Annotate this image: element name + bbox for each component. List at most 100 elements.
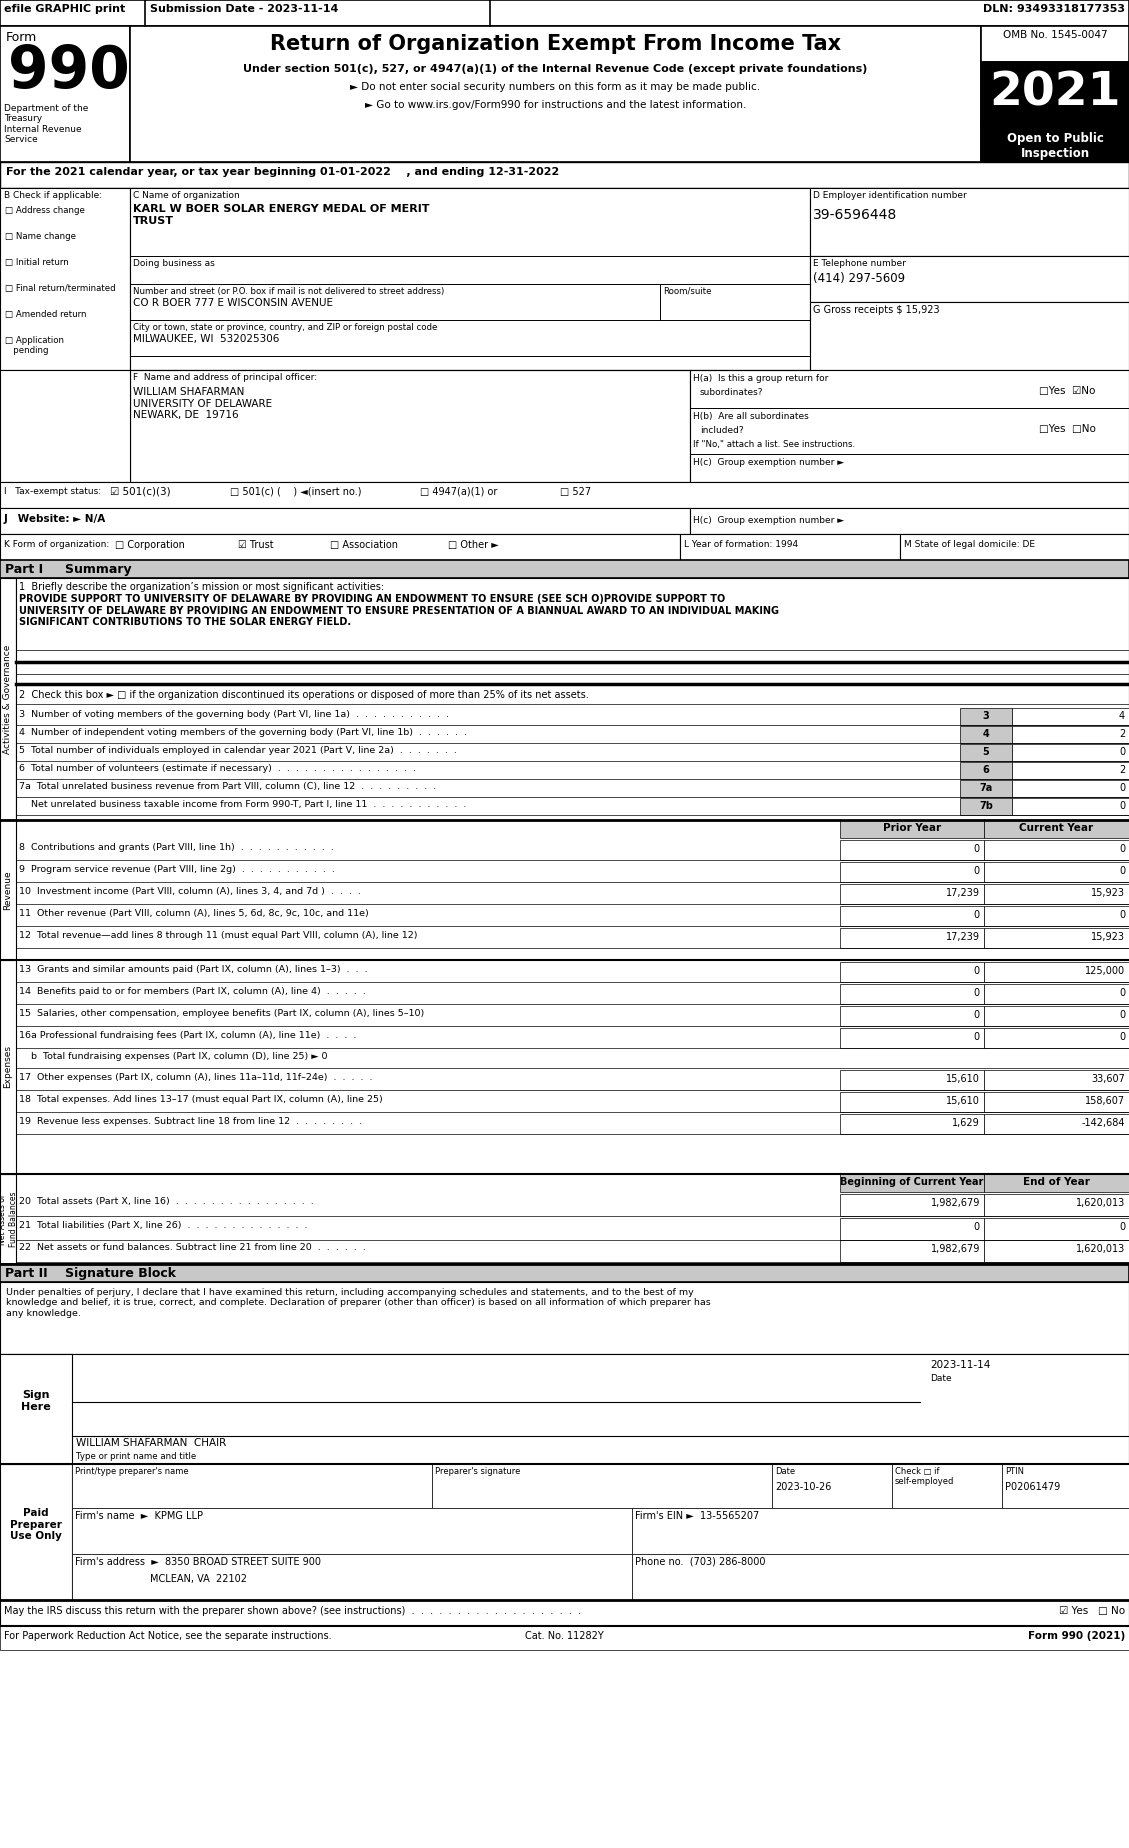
Bar: [809, 188, 1129, 257]
Text: C Name of organization: C Name of organization: [133, 190, 239, 200]
Text: 11  Other revenue (Part VIII, column (A), lines 5, 6d, 8c, 9c, 10c, and 11e): 11 Other revenue (Part VIII, column (A),…: [19, 909, 369, 918]
Text: H(c)  Group exemption number ►: H(c) Group exemption number ►: [693, 458, 844, 468]
Text: 0: 0: [974, 989, 980, 998]
Text: ☑ 501(c)(3): ☑ 501(c)(3): [110, 488, 170, 497]
Text: 0: 0: [974, 909, 980, 920]
Text: 10  Investment income (Part VIII, column (A), lines 3, 4, and 7d )  .  .  .  .: 10 Investment income (Part VIII, column …: [19, 887, 361, 896]
Bar: [0, 534, 680, 560]
Text: P02061479: P02061479: [1005, 1482, 1060, 1491]
Text: 17  Other expenses (Part IX, column (A), lines 11a–11d, 11f–24e)  .  .  .  .  .: 17 Other expenses (Part IX, column (A), …: [19, 1074, 373, 1081]
Text: Preparer's signature: Preparer's signature: [435, 1467, 520, 1477]
Text: WILLIAM SHAFARMAN
UNIVERSITY OF DELAWARE
NEWARK, DE  19716: WILLIAM SHAFARMAN UNIVERSITY OF DELAWARE…: [133, 386, 272, 419]
Text: Print/type preparer's name: Print/type preparer's name: [75, 1467, 189, 1477]
Bar: [840, 1240, 984, 1262]
Text: 2023-11-14: 2023-11-14: [930, 1360, 990, 1369]
Text: 990: 990: [8, 43, 130, 100]
Text: □ 527: □ 527: [560, 488, 592, 497]
Text: □ 501(c) (    ) ◄(insert no.): □ 501(c) ( ) ◄(insert no.): [230, 488, 361, 497]
Text: □ Application
   pending: □ Application pending: [5, 336, 64, 355]
Bar: [0, 1283, 1129, 1355]
Text: Check □ if
self-employed: Check □ if self-employed: [895, 1467, 954, 1486]
Text: □ Corporation: □ Corporation: [115, 540, 185, 551]
Bar: [840, 928, 984, 948]
Text: H(a)  Is this a group return for: H(a) Is this a group return for: [693, 373, 829, 383]
Text: 0: 0: [1119, 800, 1124, 811]
Text: □ Initial return: □ Initial return: [5, 259, 69, 266]
Text: 0: 0: [974, 967, 980, 976]
Text: 15,610: 15,610: [946, 1074, 980, 1085]
Text: 7a: 7a: [979, 784, 992, 793]
Bar: [130, 26, 981, 163]
Text: 14  Benefits paid to or for members (Part IX, column (A), line 4)  .  .  .  .  .: 14 Benefits paid to or for members (Part…: [19, 987, 366, 996]
Text: Activities & Governance: Activities & Governance: [3, 645, 12, 754]
Bar: [1012, 780, 1129, 796]
Text: PROVIDE SUPPORT TO UNIVERSITY OF DELAWARE BY PROVIDING AN ENDOWMENT TO ENSURE (S: PROVIDE SUPPORT TO UNIVERSITY OF DELAWAR…: [19, 593, 779, 626]
Text: 0: 0: [1119, 1031, 1124, 1042]
Text: 125,000: 125,000: [1085, 967, 1124, 976]
Text: 4: 4: [1119, 711, 1124, 721]
Bar: [981, 26, 1129, 63]
Text: E Telephone number: E Telephone number: [813, 259, 905, 268]
Text: ☑ Yes   □ No: ☑ Yes □ No: [1059, 1606, 1124, 1615]
Text: 2: 2: [1119, 728, 1124, 739]
Bar: [0, 1355, 72, 1464]
Bar: [960, 726, 1012, 743]
Text: Part I     Summary: Part I Summary: [5, 564, 132, 577]
Text: May the IRS discuss this return with the preparer shown above? (see instructions: May the IRS discuss this return with the…: [5, 1606, 581, 1615]
Text: 0: 0: [1119, 1011, 1124, 1020]
Text: included?: included?: [700, 427, 744, 434]
Text: 13  Grants and similar amounts paid (Part IX, column (A), lines 1–3)  .  .  .: 13 Grants and similar amounts paid (Part…: [19, 965, 368, 974]
Text: 18  Total expenses. Add lines 13–17 (must equal Part IX, column (A), line 25): 18 Total expenses. Add lines 13–17 (must…: [19, 1096, 383, 1103]
Bar: [1003, 1464, 1129, 1508]
Bar: [900, 534, 1129, 560]
Bar: [984, 906, 1129, 926]
Bar: [16, 578, 1129, 821]
Text: □Yes  ☑No: □Yes ☑No: [1039, 386, 1095, 395]
Text: 4: 4: [982, 728, 989, 739]
Text: D Employer identification number: D Employer identification number: [813, 190, 966, 200]
Text: 16a Professional fundraising fees (Part IX, column (A), line 11e)  .  .  .  .: 16a Professional fundraising fees (Part …: [19, 1031, 357, 1040]
Bar: [960, 780, 1012, 796]
Bar: [984, 1194, 1129, 1216]
Bar: [984, 841, 1129, 859]
Text: Cat. No. 11282Y: Cat. No. 11282Y: [525, 1632, 604, 1641]
Text: Under penalties of perjury, I declare that I have examined this return, includin: Under penalties of perjury, I declare th…: [6, 1288, 711, 1318]
Bar: [840, 1194, 984, 1216]
Text: 5  Total number of individuals employed in calendar year 2021 (Part V, line 2a) : 5 Total number of individuals employed i…: [19, 747, 457, 756]
Bar: [130, 370, 690, 482]
Text: Form: Form: [6, 31, 37, 44]
Text: 22  Net assets or fund balances. Subtract line 21 from line 20  .  .  .  .  .  .: 22 Net assets or fund balances. Subtract…: [19, 1244, 366, 1251]
Bar: [0, 1464, 72, 1600]
Bar: [72, 1554, 632, 1600]
Text: efile GRAPHIC print: efile GRAPHIC print: [5, 4, 125, 15]
Text: PTIN: PTIN: [1005, 1467, 1024, 1477]
Text: 0: 0: [1119, 909, 1124, 920]
Bar: [840, 1114, 984, 1135]
Text: H(c)  Group exemption number ►: H(c) Group exemption number ►: [693, 516, 844, 525]
Bar: [0, 578, 16, 821]
Text: F  Name and address of principal officer:: F Name and address of principal officer:: [133, 373, 317, 383]
Text: 0: 0: [1119, 845, 1124, 854]
Bar: [984, 1092, 1129, 1112]
Bar: [0, 1355, 1129, 1464]
Text: Firm's EIN ►  13-5565207: Firm's EIN ► 13-5565207: [634, 1512, 759, 1521]
Bar: [72, 1464, 432, 1508]
Bar: [772, 1464, 892, 1508]
Text: 9  Program service revenue (Part VIII, line 2g)  .  .  .  .  .  .  .  .  .  .  .: 9 Program service revenue (Part VIII, li…: [19, 865, 335, 874]
Bar: [0, 959, 16, 1173]
Text: ► Do not enter social security numbers on this form as it may be made public.: ► Do not enter social security numbers o…: [350, 81, 761, 92]
Bar: [840, 1027, 984, 1048]
Text: 0: 0: [1119, 747, 1124, 758]
Text: Form 990 (2021): Form 990 (2021): [1027, 1632, 1124, 1641]
Text: 0: 0: [1119, 784, 1124, 793]
Text: Expenses: Expenses: [3, 1046, 12, 1088]
Bar: [0, 1264, 1129, 1283]
Text: I   Tax-exempt status:: I Tax-exempt status:: [5, 488, 102, 495]
Text: 5: 5: [982, 747, 989, 758]
Bar: [1012, 745, 1129, 761]
Text: □ Address change: □ Address change: [5, 205, 85, 214]
Text: 2023-10-26: 2023-10-26: [774, 1482, 831, 1491]
Bar: [632, 1508, 1129, 1554]
Bar: [0, 163, 1129, 188]
Text: 6: 6: [982, 765, 989, 774]
